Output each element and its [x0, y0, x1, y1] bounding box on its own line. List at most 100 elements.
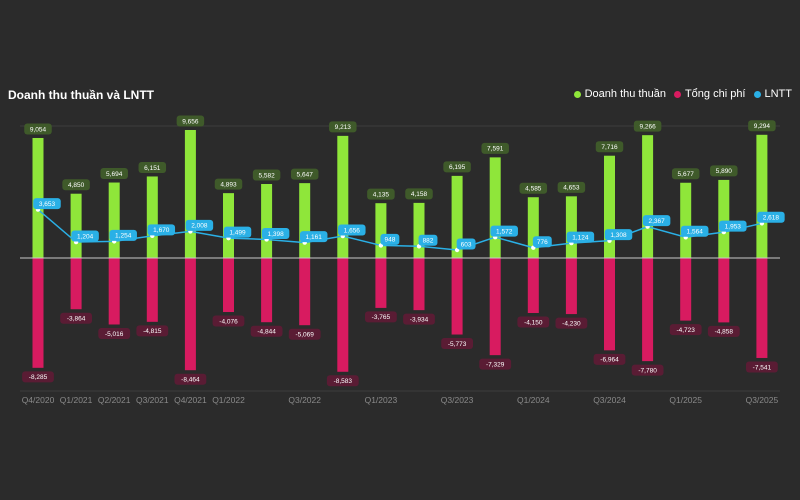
label-profit: 1,398: [267, 231, 284, 238]
x-tick-label: Q1/2022: [212, 395, 245, 405]
label-revenue: 4,893: [220, 181, 237, 188]
bar-revenue[interactable]: [70, 193, 82, 258]
bar-cost[interactable]: [565, 258, 577, 315]
bar-cost[interactable]: [184, 258, 196, 371]
bar-cost[interactable]: [70, 258, 82, 310]
bar-cost[interactable]: [680, 258, 692, 321]
label-profit-bg: [490, 225, 518, 237]
label-cost-bg: [326, 375, 359, 387]
label-profit-bg: [109, 229, 137, 241]
label-profit-bg: [299, 231, 328, 243]
bar-revenue[interactable]: [680, 182, 692, 258]
label-cost-bg: [136, 325, 169, 337]
bar-revenue[interactable]: [299, 183, 311, 258]
label-profit: 948: [384, 237, 395, 244]
label-cost: -8,285: [29, 374, 48, 381]
label-cost-bg: [250, 325, 283, 337]
bar-cost[interactable]: [146, 258, 158, 322]
bar-revenue[interactable]: [375, 203, 387, 258]
label-profit-bg: [71, 230, 99, 242]
label-profit-bg: [456, 238, 476, 250]
bar-revenue[interactable]: [261, 184, 273, 258]
legend-item-revenue[interactable]: Doanh thu thuần: [573, 88, 666, 100]
bar-revenue[interactable]: [756, 134, 768, 258]
label-profit: 2,618: [763, 215, 780, 222]
label-profit-bg: [532, 236, 552, 248]
label-profit: 1,670: [153, 227, 170, 234]
label-revenue-bg: [557, 181, 586, 193]
x-tick-label: Q3/2025: [746, 395, 779, 405]
label-profit-bg: [757, 211, 785, 223]
bar-cost[interactable]: [375, 258, 387, 308]
bar-cost[interactable]: [108, 258, 120, 325]
bar-revenue[interactable]: [108, 182, 120, 258]
bar-cost[interactable]: [604, 258, 615, 351]
label-cost: -5,016: [105, 331, 124, 338]
label-profit: 776: [537, 239, 548, 246]
bar-revenue[interactable]: [604, 155, 615, 258]
bar-cost[interactable]: [718, 258, 730, 323]
legend-item-cost[interactable]: Tổng chi phí: [673, 88, 746, 100]
label-revenue-bg: [138, 161, 167, 173]
bar-cost[interactable]: [32, 258, 44, 368]
label-profit: 603: [461, 241, 472, 248]
label-profit: 1,308: [610, 232, 627, 239]
bar-revenue[interactable]: [527, 197, 539, 258]
bar-cost[interactable]: [337, 258, 349, 372]
legend-dot-revenue: [573, 90, 581, 98]
label-cost: -8,464: [181, 376, 200, 383]
label-cost-bg: [517, 316, 550, 328]
label-cost-bg: [22, 371, 54, 383]
x-tick-label: Q4/2020: [22, 395, 55, 405]
bar-revenue[interactable]: [337, 135, 349, 258]
legend: Doanh thu thuần Tổng chi phí LNTT: [573, 88, 792, 100]
bar-revenue[interactable]: [451, 175, 463, 258]
label-profit-bg: [338, 224, 366, 236]
label-revenue: 4,653: [563, 185, 580, 192]
x-tick-label: Q1/2024: [517, 395, 550, 405]
bar-revenue[interactable]: [489, 157, 501, 258]
label-profit: 3,653: [39, 201, 56, 208]
bar-cost[interactable]: [451, 258, 463, 335]
label-cost: -5,069: [295, 331, 314, 338]
label-cost: -7,541: [753, 364, 772, 371]
label-revenue: 5,582: [258, 172, 275, 179]
label-profit-bg: [719, 220, 747, 232]
bar-revenue[interactable]: [146, 176, 158, 258]
label-profit-bg: [604, 229, 633, 241]
bar-cost[interactable]: [756, 258, 768, 358]
label-profit-bg: [566, 231, 595, 243]
bar-revenue[interactable]: [642, 135, 654, 258]
bar-cost[interactable]: [413, 258, 425, 311]
legend-item-profit[interactable]: LNTT: [753, 88, 792, 100]
label-revenue-bg: [62, 179, 90, 191]
legend-label-cost: Tổng chi phí: [684, 88, 746, 100]
bar-revenue[interactable]: [223, 193, 234, 258]
label-revenue-bg: [443, 161, 471, 173]
bar-revenue[interactable]: [413, 202, 425, 258]
label-cost-bg: [746, 361, 778, 373]
legend-dot-profit: [753, 90, 761, 98]
label-cost-bg: [288, 328, 321, 340]
label-revenue-bg: [519, 182, 548, 194]
label-revenue: 7,716: [601, 144, 618, 151]
x-tick-label: Q2/2021: [98, 395, 131, 405]
bar-revenue[interactable]: [32, 137, 44, 258]
label-revenue: 5,677: [678, 171, 695, 178]
label-profit-bg: [261, 227, 290, 239]
bar-cost[interactable]: [223, 258, 234, 313]
bar-cost[interactable]: [527, 258, 539, 314]
bar-cost[interactable]: [261, 258, 273, 323]
label-cost-bg: [60, 312, 92, 324]
label-cost: -6,964: [600, 357, 619, 364]
bar-cost[interactable]: [642, 258, 654, 362]
label-profit-bg: [642, 215, 671, 227]
bar-cost[interactable]: [489, 258, 501, 356]
label-profit-bg: [223, 226, 252, 238]
label-revenue: 5,890: [716, 168, 733, 175]
bar-revenue[interactable]: [184, 130, 196, 258]
bar-cost[interactable]: [299, 258, 311, 326]
bar-revenue[interactable]: [565, 196, 577, 258]
bar-revenue[interactable]: [718, 179, 730, 258]
